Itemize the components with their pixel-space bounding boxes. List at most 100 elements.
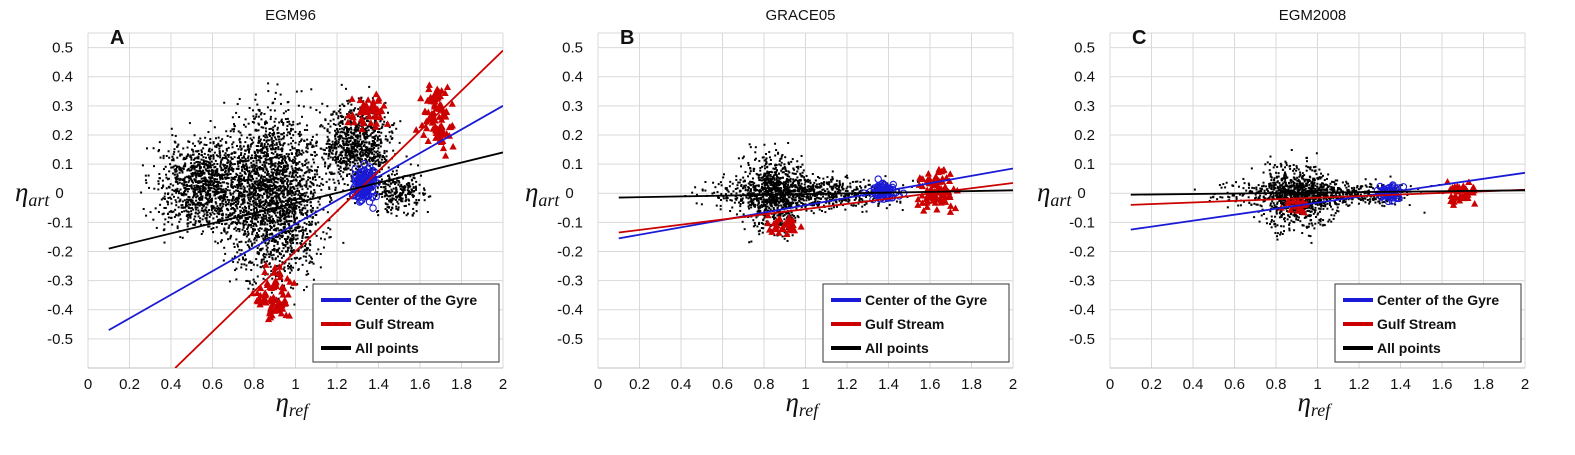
- data-point: [269, 144, 272, 147]
- data-point: [180, 182, 183, 185]
- data-point: [184, 193, 187, 196]
- data-point: [281, 157, 284, 160]
- data-point: [253, 210, 256, 213]
- data-point: [207, 199, 210, 202]
- data-point: [334, 188, 337, 191]
- data-point: [252, 177, 255, 180]
- data-point: [328, 149, 331, 152]
- data-point: [346, 113, 349, 116]
- data-point: [318, 184, 321, 187]
- data-point: [352, 152, 355, 155]
- data-point: [157, 180, 160, 183]
- data-point: [373, 135, 376, 138]
- data-point: [267, 158, 270, 161]
- y-tick-label: -0.3: [47, 273, 73, 290]
- data-point: [841, 186, 844, 189]
- data-point: [162, 168, 165, 171]
- data-point: [265, 253, 268, 256]
- data-point: [209, 120, 212, 123]
- data-point: [364, 152, 367, 155]
- data-point: [449, 142, 457, 150]
- data-point: [230, 185, 233, 188]
- data-point: [213, 180, 216, 183]
- data-point: [290, 175, 293, 178]
- data-point: [242, 163, 245, 166]
- data-point: [336, 133, 339, 136]
- data-point: [189, 177, 192, 180]
- data-point: [383, 120, 386, 123]
- data-point: [217, 196, 220, 199]
- data-point: [338, 154, 341, 157]
- data-point: [215, 180, 218, 183]
- data-point: [395, 189, 398, 192]
- data-point: [382, 161, 385, 164]
- data-point: [297, 193, 300, 196]
- data-point: [252, 115, 255, 118]
- data-point: [349, 143, 352, 146]
- data-point: [283, 168, 286, 171]
- data-point: [188, 179, 191, 182]
- data-point: [271, 278, 280, 285]
- data-point: [248, 190, 251, 193]
- data-point: [344, 111, 353, 119]
- data-point: [373, 108, 382, 115]
- data-point: [346, 173, 349, 176]
- data-point: [196, 188, 199, 191]
- data-point: [230, 184, 233, 187]
- data-point: [380, 186, 383, 189]
- data-point: [243, 194, 246, 197]
- data-point: [309, 222, 312, 225]
- data-point: [268, 178, 271, 181]
- data-point: [253, 164, 256, 167]
- data-point: [853, 188, 856, 191]
- data-point: [236, 245, 239, 248]
- data-point: [251, 217, 254, 220]
- data-point: [838, 181, 841, 184]
- data-point: [262, 217, 265, 220]
- data-point: [366, 126, 369, 129]
- data-point: [175, 180, 178, 183]
- data-point: [277, 165, 280, 168]
- data-point: [256, 192, 259, 195]
- data-point: [294, 152, 297, 155]
- data-point: [255, 234, 258, 237]
- data-point: [288, 175, 291, 178]
- data-point: [305, 252, 308, 255]
- data-point: [218, 152, 221, 155]
- data-point: [272, 253, 275, 256]
- data-point: [293, 147, 296, 150]
- data-point: [287, 143, 290, 146]
- data-point: [420, 131, 428, 138]
- data-point: [335, 147, 338, 150]
- data-point: [370, 149, 373, 152]
- data-point: [345, 161, 348, 164]
- data-point: [348, 111, 351, 114]
- data-point: [356, 140, 359, 143]
- data-point: [246, 244, 249, 247]
- data-point: [232, 170, 235, 173]
- data-point: [176, 145, 179, 148]
- data-point: [172, 153, 175, 156]
- data-point: [345, 160, 348, 163]
- data-point: [214, 193, 217, 196]
- data-point: [304, 171, 307, 174]
- data-point: [328, 131, 331, 134]
- data-point: [194, 206, 197, 209]
- data-point: [324, 162, 327, 165]
- data-point: [200, 141, 203, 144]
- data-point: [276, 200, 279, 203]
- data-point: [339, 165, 342, 168]
- data-point: [210, 200, 213, 203]
- data-point: [184, 162, 187, 165]
- data-point: [271, 162, 274, 165]
- data-point: [319, 125, 322, 128]
- data-point: [254, 203, 257, 206]
- data-point: [293, 176, 296, 179]
- data-point: [266, 184, 269, 187]
- data-point: [215, 146, 218, 149]
- data-point: [222, 174, 225, 177]
- data-point: [226, 134, 229, 137]
- data-point: [201, 170, 204, 173]
- data-point: [180, 206, 183, 209]
- data-point: [262, 169, 265, 172]
